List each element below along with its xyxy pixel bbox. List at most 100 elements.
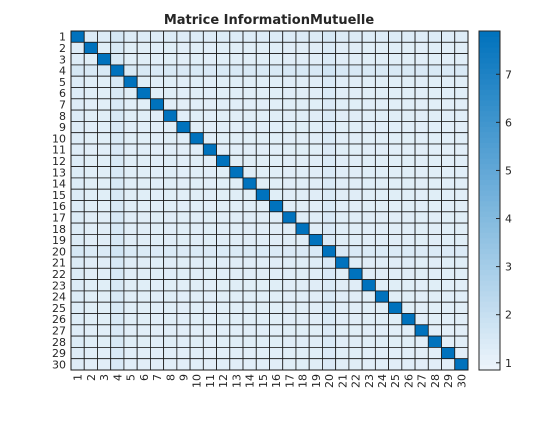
- x-tick-label: 20: [323, 374, 336, 388]
- heatmap-cell: [149, 222, 165, 235]
- heatmap-cell: [388, 75, 403, 88]
- colorbar-segment: [479, 115, 500, 122]
- heatmap-cell: [110, 41, 125, 54]
- heatmap-cell: [427, 200, 442, 213]
- heatmap-cell: [70, 87, 85, 100]
- heatmap-cell: [388, 121, 403, 134]
- heatmap-cell: [97, 346, 112, 360]
- heatmap-cell: [308, 358, 323, 371]
- heatmap-cell: [163, 346, 178, 360]
- heatmap-cell: [322, 154, 337, 168]
- colorbar-tick-label: 2: [505, 309, 512, 322]
- heatmap-cell: [255, 324, 270, 337]
- heatmap-cell: [229, 188, 244, 201]
- heatmap-cell: [308, 233, 323, 247]
- heatmap-cell: [427, 290, 442, 303]
- colorbar-segment: [479, 237, 500, 244]
- heatmap-cell: [335, 200, 350, 213]
- heatmap-cell: [216, 222, 231, 235]
- heatmap-cell: [374, 200, 389, 213]
- heatmap-cell: [322, 177, 337, 190]
- heatmap-cell: [70, 121, 85, 134]
- heatmap-cell: [202, 154, 217, 168]
- heatmap-cell: [163, 177, 178, 190]
- heatmap-cell: [454, 87, 469, 100]
- colorbar-segment: [479, 285, 500, 292]
- heatmap-cell: [123, 301, 138, 314]
- heatmap-cell: [149, 324, 165, 337]
- heatmap-cell: [255, 188, 270, 201]
- heatmap-cell: [308, 324, 323, 337]
- heatmap-cell: [295, 41, 310, 54]
- heatmap-cell: [136, 75, 151, 88]
- heatmap-cell: [414, 346, 429, 360]
- heatmap-cell: [454, 177, 469, 190]
- heatmap-cell: [401, 166, 416, 179]
- colorbar-segment: [479, 121, 500, 127]
- colorbar-tick-label: 5: [505, 164, 512, 177]
- heatmap-cell: [282, 87, 297, 100]
- heatmap-cell: [282, 245, 297, 258]
- heatmap-cell: [229, 233, 244, 247]
- heatmap-cell: [401, 245, 416, 258]
- heatmap-cell: [136, 64, 151, 77]
- heatmap-cell: [242, 64, 257, 77]
- colorbar: 1 2 3 4 5 6 7: [478, 30, 512, 371]
- heatmap-cell: [441, 166, 456, 179]
- colorbar-segment: [479, 152, 500, 159]
- heatmap-cell: [282, 30, 297, 43]
- heatmap-cell: [335, 335, 350, 348]
- heatmap-cell: [83, 211, 98, 224]
- heatmap-cell: [123, 166, 138, 179]
- heatmap-cell: [242, 267, 257, 280]
- heatmap-cell: [282, 267, 297, 280]
- heatmap-cell: [295, 188, 310, 201]
- colorbar-segment: [479, 131, 500, 138]
- heatmap-cell: [308, 166, 323, 179]
- colorbar-segment: [479, 52, 500, 59]
- heatmap-cell: [269, 335, 284, 348]
- x-tick-label: 25: [389, 374, 402, 388]
- heatmap-cell: [322, 87, 337, 100]
- heatmap-cell: [216, 30, 231, 43]
- colorbar-segment: [479, 158, 500, 165]
- colorbar-segment: [479, 83, 500, 90]
- heatmap-cell: [136, 30, 151, 43]
- heatmap-cell: [441, 154, 456, 168]
- heatmap-cell: [401, 64, 416, 77]
- x-tick-label: 10: [191, 374, 204, 388]
- heatmap-cell: [216, 154, 231, 168]
- heatmap-cell: [295, 335, 310, 348]
- heatmap-cell: [255, 233, 270, 247]
- heatmap-cell: [216, 290, 231, 303]
- heatmap-cell: [322, 64, 337, 77]
- heatmap-cell: [374, 279, 389, 292]
- heatmap-cell: [401, 233, 416, 247]
- heatmap-cell: [441, 233, 456, 247]
- heatmap-cell: [269, 279, 284, 292]
- heatmap-cell: [414, 200, 429, 213]
- heatmap-cell: [136, 177, 151, 190]
- x-tick-label: 29: [442, 374, 455, 388]
- heatmap-cell: [441, 346, 456, 360]
- heatmap-cell: [242, 143, 257, 156]
- colorbar-segment: [479, 73, 500, 80]
- heatmap-cell: [335, 41, 350, 54]
- heatmap-cell: [136, 154, 151, 168]
- heatmap-cell: [282, 335, 297, 348]
- heatmap-cell: [110, 109, 125, 122]
- heatmap-cell: [189, 53, 204, 66]
- heatmap-cell: [269, 188, 284, 201]
- heatmap-cell: [163, 98, 178, 111]
- heatmap-cell: [110, 324, 125, 337]
- heatmap-cell: [229, 290, 244, 303]
- heatmap-cell: [242, 154, 257, 168]
- heatmap-cell: [441, 177, 456, 190]
- heatmap-cell: [361, 267, 376, 280]
- heatmap-cell: [242, 200, 257, 213]
- heatmap-cell: [163, 358, 178, 371]
- x-tick-label: 15: [257, 374, 270, 388]
- heatmap-cell: [163, 53, 178, 66]
- heatmap-cell: [110, 211, 125, 224]
- heatmap-cell: [176, 324, 191, 337]
